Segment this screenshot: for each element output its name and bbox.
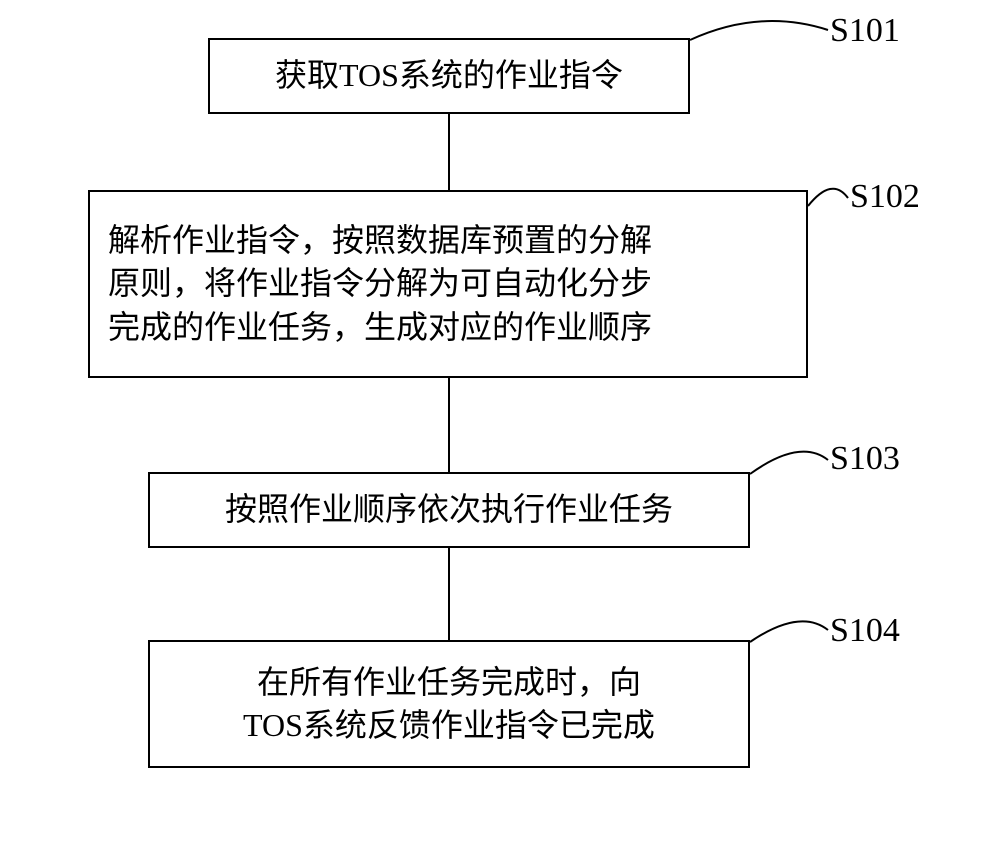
- label-curve-s104: [0, 0, 1000, 841]
- step-label-s104: S104: [830, 612, 900, 650]
- flowchart-canvas: 获取TOS系统的作业指令 解析作业指令，按照数据库预置的分解 原则，将作业指令分…: [0, 0, 1000, 841]
